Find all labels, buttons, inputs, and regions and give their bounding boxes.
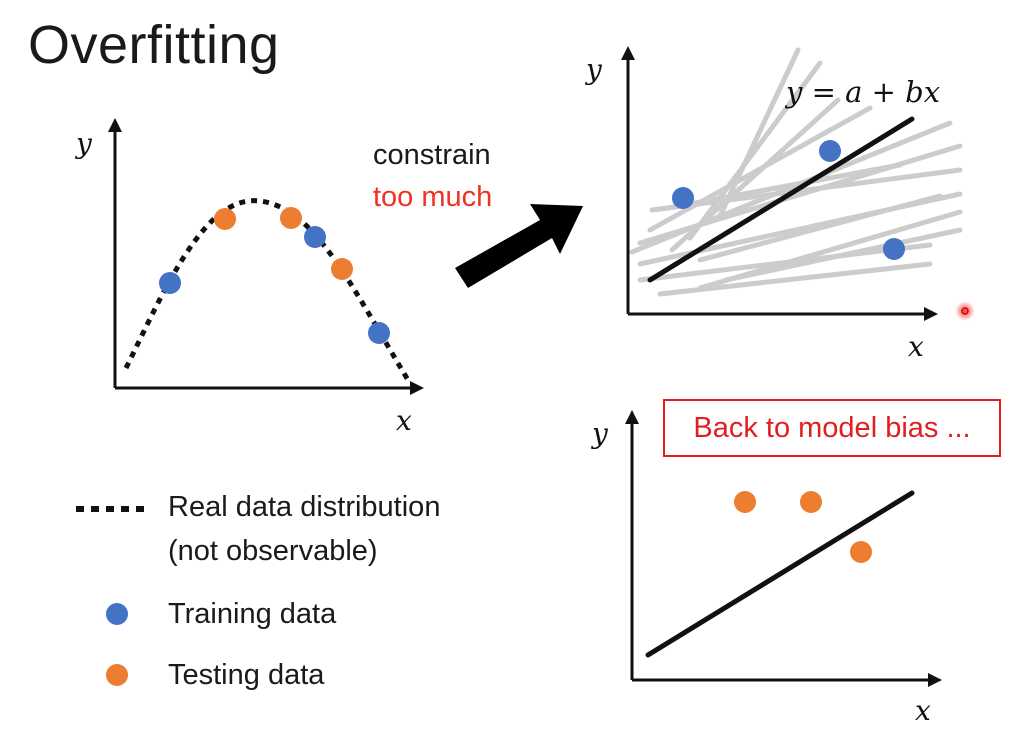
transition-arrow — [455, 204, 583, 288]
training-point — [159, 272, 181, 294]
laser-pointer-dot — [961, 307, 969, 315]
equation-label: y = a + bx — [784, 75, 940, 109]
constrain-label: constrain — [373, 139, 491, 171]
left-y-label: y — [74, 127, 93, 160]
testing-point — [800, 491, 822, 513]
legend-testing-label: Testing data — [168, 659, 325, 691]
br-x-axis-arrow — [928, 673, 942, 687]
legend-real-label: Real data distribution — [168, 491, 441, 523]
legend-training-label: Training data — [168, 598, 337, 630]
tr-y-label: y — [584, 53, 603, 86]
left-x-axis-arrow — [410, 381, 424, 395]
tr-y-axis-arrow — [621, 46, 635, 60]
tr-x-label: x — [908, 330, 924, 363]
slide-title: Overfitting — [28, 15, 280, 75]
laser-pointer-icon — [955, 301, 975, 321]
legend-training-dot-icon — [106, 603, 128, 625]
br-y-label: y — [590, 417, 609, 450]
tr-x-axis-arrow — [924, 307, 938, 321]
model-bias-callout: Back to model bias ... — [663, 399, 1001, 457]
bottom-right-chart: y x — [590, 410, 942, 727]
training-point — [304, 226, 326, 248]
too-much-label: too much — [373, 181, 493, 213]
training-point — [819, 140, 841, 162]
left-y-axis-arrow — [108, 118, 122, 132]
testing-point — [331, 258, 353, 280]
br-x-label: x — [915, 694, 931, 727]
left-chart: y x — [74, 118, 424, 437]
candidate-lines — [629, 47, 963, 297]
testing-point — [214, 208, 236, 230]
real-distribution-curve — [123, 198, 411, 382]
training-point — [672, 187, 694, 209]
legend-real-note: (not observable) — [168, 535, 378, 567]
top-right-chart: y x y = a + bx — [584, 46, 975, 363]
testing-point — [850, 541, 872, 563]
fit-line — [647, 116, 915, 283]
legend-testing-dot-icon — [106, 664, 128, 686]
left-x-label: x — [396, 404, 412, 437]
testing-point — [280, 207, 302, 229]
br-y-axis-arrow — [625, 410, 639, 424]
fit-line — [645, 490, 915, 658]
training-point — [368, 322, 390, 344]
testing-point — [734, 491, 756, 513]
legend-markers — [76, 506, 146, 686]
big-arrow-icon — [455, 204, 583, 288]
training-point — [883, 238, 905, 260]
